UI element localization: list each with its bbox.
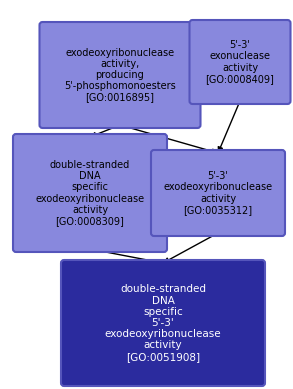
FancyBboxPatch shape xyxy=(190,20,290,104)
Text: exodeoxyribonuclease
activity,
producing
5'-phosphomonoesters
[GO:0016895]: exodeoxyribonuclease activity, producing… xyxy=(64,47,176,102)
Text: double-stranded
DNA
specific
exodeoxyribonuclease
activity
[GO:0008309]: double-stranded DNA specific exodeoxyrib… xyxy=(35,160,144,226)
FancyBboxPatch shape xyxy=(61,260,265,386)
FancyBboxPatch shape xyxy=(40,22,200,128)
Text: double-stranded
DNA
specific
5'-3'
exodeoxyribonuclease
activity
[GO:0051908]: double-stranded DNA specific 5'-3' exode… xyxy=(105,284,221,362)
FancyBboxPatch shape xyxy=(151,150,285,236)
Text: 5'-3'
exonuclease
activity
[GO:0008409]: 5'-3' exonuclease activity [GO:0008409] xyxy=(206,40,275,84)
Text: 5'-3'
exodeoxyribonuclease
activity
[GO:0035312]: 5'-3' exodeoxyribonuclease activity [GO:… xyxy=(163,171,272,215)
FancyBboxPatch shape xyxy=(13,134,167,252)
